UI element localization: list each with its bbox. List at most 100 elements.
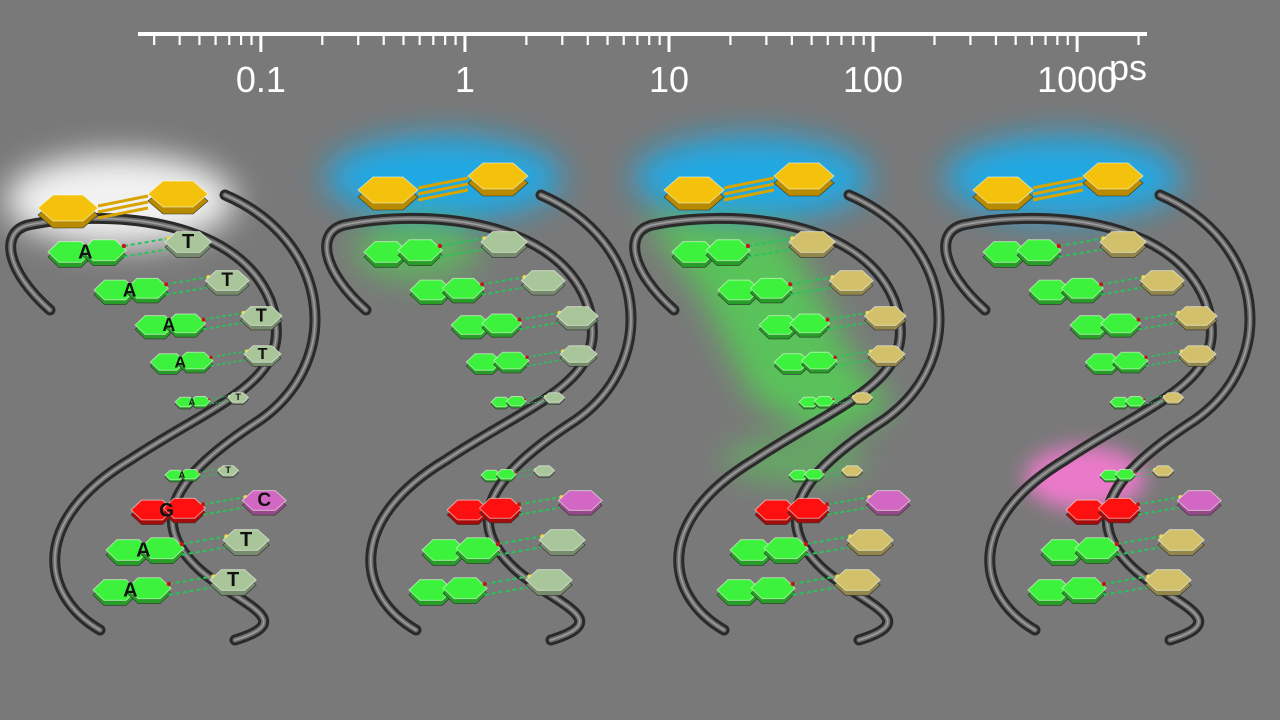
- purine-ring-icon: [105, 539, 151, 561]
- triple-bond: [417, 182, 469, 196]
- base-pair: [798, 392, 874, 410]
- base-pair: [1065, 490, 1222, 525]
- purine-ring-icon: [409, 279, 453, 301]
- base-pair: [788, 465, 864, 483]
- base-pair: [1040, 529, 1205, 566]
- dna-panel-3: [629, 136, 945, 646]
- pyrimidine-ring-icon: [1176, 490, 1222, 511]
- base-pair: [716, 569, 881, 606]
- linker-ring-icon: [773, 162, 835, 190]
- dna-panel-2: [321, 136, 637, 646]
- pyrimidine-ring-icon: [239, 306, 283, 326]
- hydrogen-bond: [1103, 575, 1149, 585]
- purine-ring-icon: [505, 396, 527, 407]
- purine-ring-icon: [803, 469, 825, 480]
- hydrogen-bond: [203, 311, 244, 321]
- time-axis-labels: 0.1 1 10 100 1000: [236, 59, 1117, 100]
- pyrimidine-ring-icon: [788, 231, 836, 253]
- purine-ring-icon: [717, 279, 761, 301]
- hydrogen-bond: [1138, 496, 1181, 506]
- base-label: T: [256, 305, 267, 325]
- purine-ring-icon: [763, 537, 809, 560]
- triple-bond: [97, 206, 149, 220]
- hydrogen-bond: [790, 276, 833, 286]
- purine-ring-icon: [1109, 396, 1131, 408]
- base-pair: [758, 306, 907, 340]
- triple-bond: [1032, 176, 1084, 190]
- base-label: A: [123, 580, 137, 602]
- purine-ring-icon: [455, 537, 501, 560]
- hydrogen-bond: [827, 311, 868, 321]
- pyrimidine-ring-icon: [543, 392, 566, 403]
- purine-ring-icon: [813, 396, 835, 407]
- hydrogen-bond: [482, 286, 525, 296]
- bond-atom: [1136, 502, 1141, 507]
- purine-ring-icon: [92, 579, 138, 601]
- pyrimidine-ring-icon: [841, 465, 864, 476]
- bond-atom: [1136, 317, 1141, 322]
- bond-atom: [1114, 541, 1120, 547]
- pyrimidine-ring-icon: [865, 490, 911, 511]
- purine-ring-icon: [1074, 537, 1120, 560]
- hydrogen-bond: [203, 321, 244, 331]
- purine-ring-icon: [478, 497, 523, 519]
- hydrogen-bond: [203, 506, 246, 516]
- hydrogen-bond: [1134, 468, 1155, 473]
- base-pair: [1028, 270, 1185, 305]
- linker-ring-icon: [663, 176, 725, 204]
- purine-ring-icon: [705, 239, 751, 262]
- bond-atom: [517, 502, 522, 507]
- purine-ring-icon: [149, 353, 187, 371]
- pyrimidine-ring-icon: [559, 345, 598, 363]
- base-label: A: [78, 242, 92, 264]
- hydrogen-bond: [1058, 248, 1104, 258]
- hydrogen-bond: [790, 286, 833, 296]
- hydrogen-bond: [823, 468, 844, 473]
- hydrogen-bond: [1138, 321, 1179, 331]
- purine-ring-icon: [179, 469, 201, 480]
- hydrogen-bond: [123, 237, 169, 247]
- bond-atom: [803, 541, 809, 547]
- hydrogen-bond: [833, 395, 854, 400]
- pyrimidine-ring-icon: [241, 490, 287, 511]
- hydrogen-bond: [792, 586, 838, 596]
- hydrogen-bond: [747, 248, 793, 258]
- time-axis-ticks: [153, 34, 1140, 52]
- purine-ring-icon: [1069, 315, 1111, 335]
- time-axis-tick-label: 1: [455, 59, 475, 100]
- purine-ring-icon: [446, 499, 490, 521]
- purine-ring-icon: [1124, 396, 1146, 407]
- hydrogen-bond: [805, 546, 851, 556]
- hydrogen-bond: [519, 496, 562, 506]
- base-pair: [421, 529, 586, 566]
- purine-ring-icon: [758, 315, 800, 335]
- hydrogen-bond: [519, 506, 562, 516]
- bond-atom: [1099, 282, 1104, 287]
- purine-ring-icon: [492, 351, 530, 370]
- purine-ring-icon: [789, 313, 831, 334]
- bond-atom: [790, 581, 796, 587]
- purine-ring-icon: [729, 539, 775, 561]
- triple-bond: [417, 188, 469, 202]
- hydrogen-bond: [823, 473, 844, 478]
- hydrogen-bond: [497, 546, 543, 556]
- hydrogen-bond: [210, 358, 247, 367]
- hydrogen-bond: [484, 575, 530, 585]
- hydrogen-bond: [525, 395, 546, 400]
- bond-atom: [1144, 355, 1148, 359]
- pyrimidine-ring-icon: [533, 465, 556, 476]
- purine-ring-icon: [164, 469, 186, 481]
- pyrimidine-ring-icon: [555, 306, 599, 326]
- hydrogen-bond: [181, 546, 227, 556]
- triple-bond: [723, 176, 775, 190]
- base-label: A: [123, 280, 137, 301]
- hydrogen-bond: [526, 350, 563, 358]
- hydrogen-bond: [834, 350, 871, 358]
- base-pair: [465, 345, 598, 375]
- purine-ring-icon: [1028, 279, 1072, 301]
- hydrogen-bond: [209, 395, 230, 400]
- bond-atom: [1133, 471, 1136, 474]
- bond-atom: [525, 355, 529, 359]
